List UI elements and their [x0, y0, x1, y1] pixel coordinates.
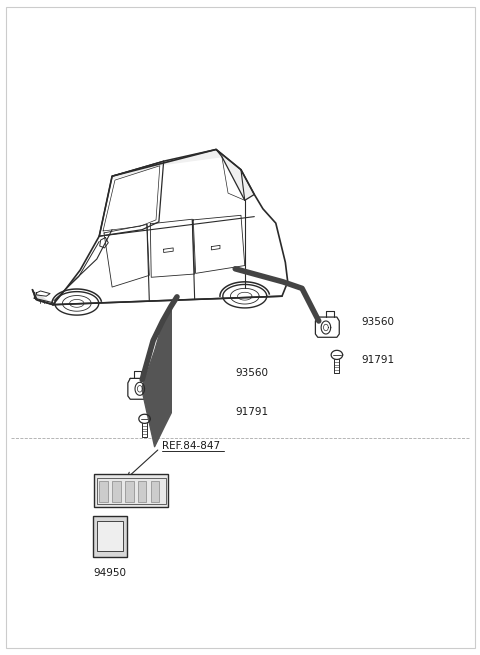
Bar: [94, 516, 127, 557]
Text: 91791: 91791: [235, 407, 268, 417]
Bar: [99, 481, 108, 502]
Bar: [138, 481, 146, 502]
Text: 93560: 93560: [235, 368, 268, 378]
Text: 94950: 94950: [94, 569, 127, 578]
Polygon shape: [33, 290, 53, 305]
Bar: [97, 521, 123, 551]
Bar: [95, 474, 168, 507]
Bar: [97, 477, 166, 504]
Polygon shape: [112, 149, 254, 200]
Text: 91791: 91791: [362, 355, 395, 365]
Text: 93560: 93560: [362, 317, 395, 328]
Text: REF.84-847: REF.84-847: [162, 441, 220, 451]
Bar: [112, 481, 120, 502]
Bar: [151, 481, 159, 502]
Bar: [125, 481, 133, 502]
